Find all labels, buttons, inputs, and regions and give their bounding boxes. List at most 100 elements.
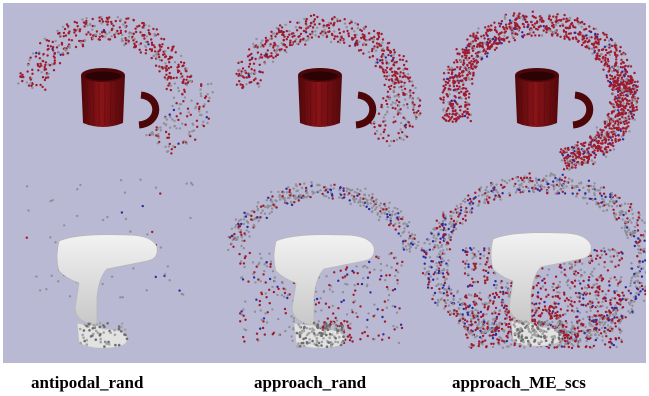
grasp-point: [563, 345, 566, 348]
grasp-point: [444, 302, 448, 305]
grasp-point: [450, 312, 453, 315]
grasp-point: [594, 320, 598, 324]
grasp-point: [411, 233, 414, 236]
grasp-point: [277, 317, 280, 321]
grasp-point: [329, 188, 333, 192]
grasp-point: [474, 196, 477, 199]
grasp-point: [35, 51, 38, 55]
grasp-point: [380, 32, 383, 36]
grasp-point: [177, 142, 180, 145]
grasp-point: [574, 340, 577, 343]
grasp-point: [638, 286, 641, 289]
grasp-point: [505, 304, 508, 308]
grasp-point: [346, 283, 349, 286]
grasp-point: [567, 177, 571, 180]
grasp-point: [627, 125, 630, 128]
grasp-point: [164, 116, 167, 120]
grasp-point: [179, 72, 183, 75]
grasp-point: [584, 192, 587, 195]
grasp-point: [98, 16, 101, 19]
grasp-point: [45, 288, 48, 291]
grasp-point: [555, 183, 559, 186]
grasp-point: [243, 340, 246, 343]
grasp-point: [359, 338, 362, 341]
grasp-point: [615, 49, 618, 52]
grasp-point: [479, 310, 483, 314]
grasp-point: [388, 201, 391, 204]
grasp-point: [391, 289, 395, 292]
grasp-point: [622, 117, 625, 120]
grasp-point: [490, 24, 493, 27]
grasp-point: [320, 309, 323, 312]
grasp-point: [592, 185, 596, 188]
grasp-point: [617, 103, 620, 107]
grasp-point: [444, 80, 448, 84]
grasp-point: [570, 263, 573, 266]
grasp-point: [331, 18, 334, 21]
grasp-point: [328, 283, 331, 287]
grasp-point: [239, 231, 242, 234]
grasp-point: [574, 31, 577, 34]
grasp-point: [454, 208, 457, 211]
grasp-point: [380, 103, 383, 107]
grasp-point: [184, 123, 187, 126]
grasp-point: [448, 93, 451, 96]
grasp-point: [268, 252, 271, 255]
grasp-point: [635, 89, 639, 92]
grasp-point: [329, 22, 333, 25]
grasp-point: [150, 133, 153, 136]
grasp-point: [466, 313, 470, 316]
grasp-point: [607, 117, 610, 120]
grasp-point: [348, 192, 351, 195]
grasp-point: [233, 232, 236, 236]
grasp-point: [493, 186, 496, 189]
grasp-point: [402, 138, 405, 141]
grasp-point: [146, 233, 149, 236]
grasp-point: [567, 146, 570, 150]
grasp-point: [241, 75, 244, 78]
grasp-point: [631, 116, 635, 120]
grasp-point: [260, 291, 263, 294]
grasp-point: [351, 340, 354, 343]
grasp-point: [53, 52, 56, 55]
grasp-point: [589, 141, 593, 144]
grasp-point: [248, 213, 251, 216]
grasp-point: [180, 54, 183, 58]
grasp-point: [293, 201, 296, 204]
grasp-point: [604, 146, 608, 149]
grasp-point: [483, 41, 487, 44]
grasp-point: [371, 193, 374, 196]
grasp-point: [470, 40, 473, 44]
grasp-point: [593, 192, 596, 195]
grasp-point: [304, 186, 308, 190]
grasp-point: [456, 116, 459, 119]
grasp-point: [497, 33, 500, 36]
grasp-point: [463, 325, 466, 328]
grasp-point: [617, 109, 620, 112]
grasp-point: [38, 57, 41, 60]
grasp-point: [98, 38, 102, 41]
grasp-point: [564, 147, 567, 150]
grasp-point: [124, 39, 128, 42]
grasp-point: [552, 282, 555, 285]
grasp-point: [614, 64, 617, 67]
grasp-point: [21, 73, 24, 77]
grasp-point: [362, 42, 365, 45]
grasp-point: [560, 159, 564, 162]
grasp-point: [195, 119, 199, 123]
grasp-point: [418, 104, 421, 107]
grasp-point: [355, 265, 358, 268]
grasp-point: [51, 199, 54, 202]
grasp-point: [616, 81, 619, 85]
grasp-point: [573, 327, 576, 330]
grasp-point: [457, 215, 460, 218]
grasp-point: [275, 26, 278, 30]
grasp-point: [620, 79, 623, 82]
grasp-point: [477, 316, 480, 320]
grasp-point: [386, 48, 389, 51]
grasp-point: [641, 288, 644, 291]
grasp-point: [482, 50, 485, 53]
grasp-point: [156, 127, 159, 131]
grasp-point: [519, 16, 522, 19]
grasp-point: [381, 308, 384, 312]
